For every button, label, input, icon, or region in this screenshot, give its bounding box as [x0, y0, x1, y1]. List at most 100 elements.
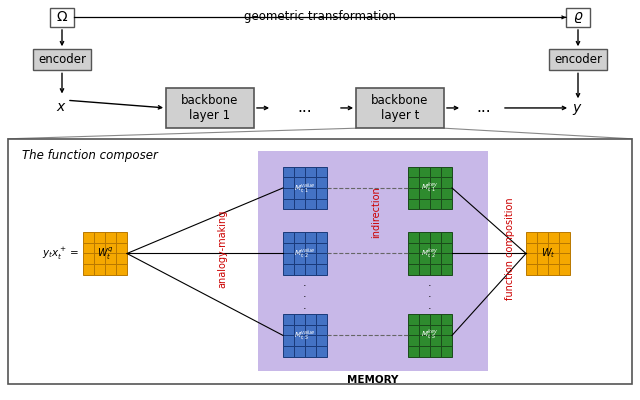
- Bar: [441, 177, 452, 188]
- Bar: [283, 325, 294, 336]
- Bar: [316, 188, 327, 198]
- Bar: [105, 254, 116, 264]
- Bar: [316, 232, 327, 243]
- Bar: [294, 254, 305, 264]
- Bar: [419, 232, 430, 243]
- Bar: [408, 198, 419, 209]
- Bar: [441, 243, 452, 254]
- Bar: [430, 325, 441, 336]
- Text: $\Omega$: $\Omega$: [56, 10, 68, 24]
- Bar: [305, 167, 316, 177]
- Text: ...: ...: [477, 100, 492, 116]
- Bar: [305, 264, 316, 275]
- Text: ...: ...: [298, 100, 312, 116]
- Text: backbone
layer t: backbone layer t: [371, 94, 429, 122]
- Bar: [441, 188, 452, 198]
- Bar: [283, 232, 294, 243]
- Bar: [316, 177, 327, 188]
- Bar: [559, 232, 570, 243]
- Bar: [105, 264, 116, 275]
- Bar: [316, 198, 327, 209]
- Bar: [94, 254, 105, 264]
- Bar: [305, 177, 316, 188]
- Bar: [33, 49, 91, 70]
- Bar: [316, 167, 327, 177]
- Bar: [316, 314, 327, 325]
- Bar: [408, 232, 419, 243]
- Text: x: x: [56, 100, 64, 114]
- Bar: [283, 188, 294, 198]
- Bar: [116, 254, 127, 264]
- Text: y: y: [572, 101, 580, 115]
- Bar: [441, 264, 452, 275]
- Bar: [294, 243, 305, 254]
- Bar: [316, 346, 327, 357]
- Bar: [105, 232, 116, 243]
- Bar: [105, 243, 116, 254]
- Text: $M^{value}_{t,2}$: $M^{value}_{t,2}$: [294, 247, 316, 260]
- Bar: [419, 325, 430, 336]
- Bar: [419, 336, 430, 346]
- Bar: [419, 346, 430, 357]
- Bar: [408, 167, 419, 177]
- Bar: [283, 167, 294, 177]
- Bar: [408, 325, 419, 336]
- Bar: [441, 254, 452, 264]
- Bar: [548, 243, 559, 254]
- Bar: [548, 254, 559, 264]
- Bar: [548, 264, 559, 275]
- Bar: [430, 188, 441, 198]
- Bar: [283, 264, 294, 275]
- Text: backbone
layer 1: backbone layer 1: [181, 94, 239, 122]
- Bar: [566, 8, 590, 27]
- Bar: [116, 232, 127, 243]
- Bar: [441, 198, 452, 209]
- Bar: [94, 232, 105, 243]
- Text: $M^{value}_{t,1}$: $M^{value}_{t,1}$: [294, 181, 316, 195]
- Bar: [419, 243, 430, 254]
- Text: $M^{key}_{t,S}$: $M^{key}_{t,S}$: [421, 328, 438, 342]
- Bar: [430, 264, 441, 275]
- Text: $W_t$: $W_t$: [541, 246, 556, 260]
- Bar: [283, 177, 294, 188]
- Bar: [305, 243, 316, 254]
- Bar: [83, 264, 94, 275]
- Bar: [294, 198, 305, 209]
- Text: function composition: function composition: [505, 197, 515, 300]
- Bar: [430, 243, 441, 254]
- Bar: [83, 232, 94, 243]
- Bar: [83, 254, 94, 264]
- Bar: [316, 325, 327, 336]
- Text: $M^{key}_{t,2}$: $M^{key}_{t,2}$: [421, 246, 438, 260]
- Bar: [526, 243, 537, 254]
- Text: encoder: encoder: [38, 53, 86, 66]
- Text: analogy-making: analogy-making: [217, 210, 227, 288]
- Bar: [559, 264, 570, 275]
- Text: encoder: encoder: [554, 53, 602, 66]
- Text: $M^{key}_{t,1}$: $M^{key}_{t,1}$: [421, 181, 438, 195]
- Bar: [94, 243, 105, 254]
- Bar: [316, 254, 327, 264]
- Bar: [526, 254, 537, 264]
- Bar: [408, 264, 419, 275]
- Text: MEMORY: MEMORY: [348, 375, 399, 385]
- Bar: [294, 167, 305, 177]
- Bar: [283, 336, 294, 346]
- Text: geometric transformation: geometric transformation: [244, 10, 396, 23]
- Bar: [430, 254, 441, 264]
- Bar: [305, 325, 316, 336]
- Bar: [305, 198, 316, 209]
- Bar: [94, 264, 105, 275]
- Bar: [294, 325, 305, 336]
- Bar: [549, 49, 607, 70]
- Text: $W^q_t$: $W^q_t$: [97, 245, 113, 262]
- Bar: [294, 346, 305, 357]
- Bar: [294, 188, 305, 198]
- Bar: [408, 177, 419, 188]
- Bar: [294, 232, 305, 243]
- Bar: [408, 243, 419, 254]
- Text: $\varrho$: $\varrho$: [573, 10, 583, 25]
- Bar: [283, 198, 294, 209]
- Bar: [116, 243, 127, 254]
- Bar: [8, 139, 632, 384]
